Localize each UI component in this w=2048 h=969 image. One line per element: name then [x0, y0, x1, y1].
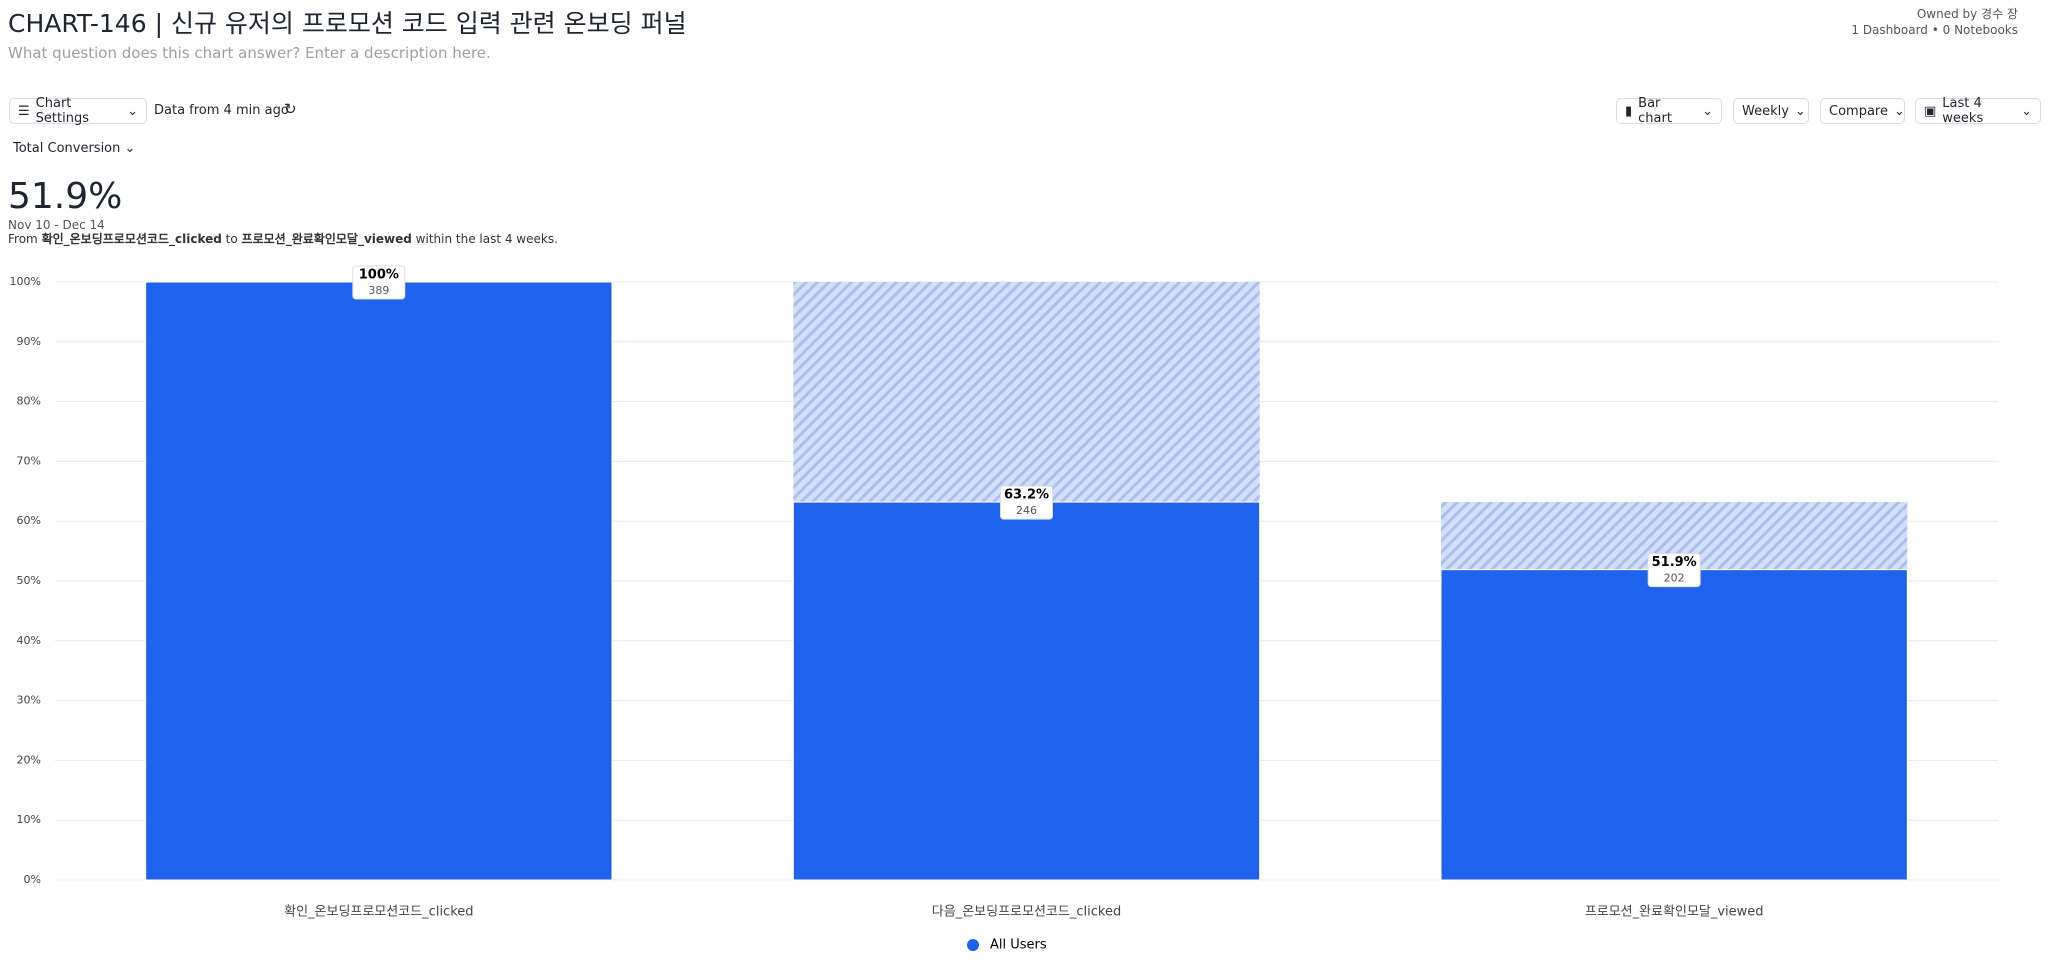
dropoff-bar	[793, 282, 1260, 503]
button-label: Chart Settings	[35, 96, 89, 126]
metric-label: Total Conversion	[13, 141, 121, 156]
button-label: Compare	[1829, 103, 1888, 119]
x-tick-label: 프로모션_완료확인모달_viewed	[1585, 905, 1764, 920]
legend-label[interactable]: All Users	[990, 938, 1047, 953]
y-tick-label: 80%	[17, 395, 41, 408]
interval[interactable]: Weekly ⌄	[1733, 98, 1809, 124]
value-label: 100%	[359, 268, 399, 283]
metric-select[interactable]: Total Conversion ⌄	[13, 141, 136, 156]
value-label-box	[1000, 485, 1053, 520]
links[interactable]: 1 Dashboard • 0 Notebooks	[1851, 23, 2018, 37]
value-label: 63.2%	[1004, 488, 1049, 503]
count-label: 202	[1664, 572, 1685, 585]
count-label: 389	[368, 284, 389, 297]
x-tick-label: 다음_온보딩프로모션코드_clicked	[932, 905, 1121, 920]
count-label: 246	[1016, 504, 1037, 517]
refresh-icon[interactable]: ↻	[284, 100, 297, 118]
event: 확인_온보딩프로모션코드_clicked	[41, 232, 222, 246]
y-tick-label: 20%	[17, 753, 41, 766]
chart-type[interactable]: ▮ Bar chart ⌄	[1616, 96, 1722, 126]
summary-value: 51.9%	[8, 176, 123, 217]
range[interactable]: ▣ Last 4 weeks ⌄	[1915, 96, 2041, 126]
value-label: 51.9%	[1652, 555, 1697, 570]
y-tick-label: 0%	[24, 873, 41, 886]
bar	[1440, 569, 1908, 881]
freshness: Data from 4 min ago	[154, 103, 289, 118]
y-tick-label: 50%	[17, 574, 41, 587]
chart-settings[interactable]: ☰ Chart Settings ⌄	[9, 96, 147, 126]
bar	[145, 281, 613, 881]
compare[interactable]: Compare ⌄	[1820, 98, 1905, 124]
y-tick-label: 90%	[17, 335, 41, 348]
value-label-box	[1647, 553, 1701, 588]
button-label: Last 4 weeks	[1942, 96, 1984, 126]
text: From	[8, 232, 38, 246]
title: CHART-146 | 신규 유저의 프로모션 코드 입력 관련 온보딩 퍼널	[8, 9, 687, 38]
value-label-box	[352, 265, 406, 300]
button-label: Bar chart	[1638, 96, 1672, 126]
summary-dates: Nov 10 - Dec 14	[8, 218, 105, 232]
event: 프로모션_완료확인모달_viewed	[241, 232, 412, 246]
y-tick-label: 60%	[17, 514, 41, 527]
summary-text: From 확인_온보딩프로모션코드_clicked to 프로모션_완료확인모달…	[8, 230, 558, 247]
y-tick-label: 70%	[17, 454, 41, 467]
text: to	[225, 232, 238, 246]
text: within the last 4 weeks.	[415, 232, 558, 246]
button-label: Weekly	[1742, 103, 1789, 119]
y-tick-label: 10%	[17, 813, 41, 826]
x-tick-label: 확인_온보딩프로모션코드_clicked	[284, 905, 473, 920]
legend-swatch[interactable]	[967, 939, 979, 951]
y-tick-label: 30%	[17, 694, 41, 707]
description[interactable]: What question does this chart answer? En…	[8, 44, 491, 62]
owner[interactable]: Owned by 경수 장	[1916, 7, 2018, 21]
bar	[792, 501, 1261, 881]
y-tick-label: 40%	[17, 634, 41, 647]
y-tick-label: 100%	[10, 275, 41, 288]
